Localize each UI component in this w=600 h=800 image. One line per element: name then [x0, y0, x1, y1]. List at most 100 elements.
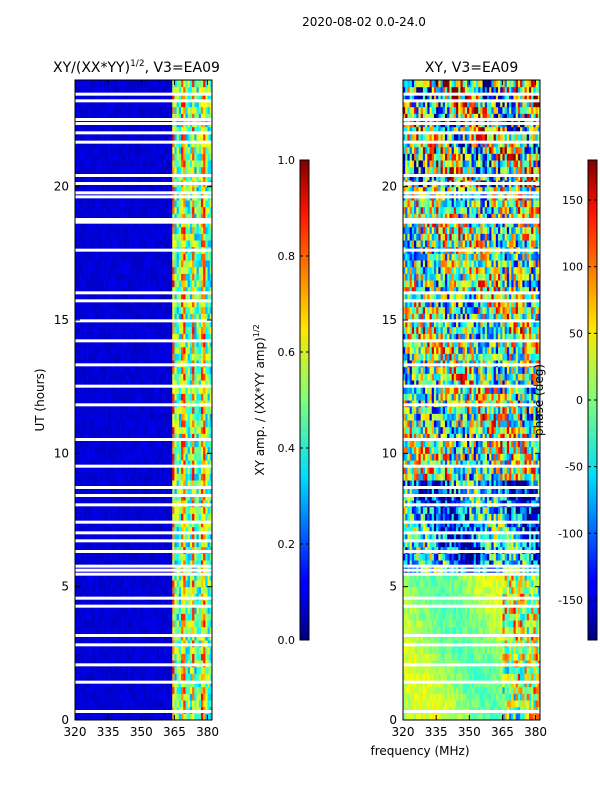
heatmap-cell — [88, 386, 91, 394]
heatmap-cell — [178, 326, 182, 334]
heatmap-cell — [189, 460, 193, 468]
heatmap-cell — [77, 466, 80, 474]
heatmap-cell — [114, 460, 118, 468]
heatmap-cell — [187, 480, 191, 488]
heatmap-cell — [121, 666, 125, 674]
heatmap-cell — [108, 460, 111, 468]
heatmap-cell — [88, 426, 91, 434]
heatmap-cell — [176, 373, 180, 381]
heatmap-cell — [185, 586, 189, 594]
heatmap-cell — [130, 380, 133, 388]
heatmap-cell — [119, 613, 122, 621]
heatmap-cell — [161, 226, 164, 234]
heatmap-cell — [130, 473, 133, 481]
heatmap-cell — [192, 673, 195, 681]
heatmap-cell — [112, 666, 116, 674]
heatmap-cell — [79, 586, 83, 594]
heatmap-cell — [88, 700, 91, 708]
heatmap-cell — [83, 206, 87, 214]
heatmap-cell — [143, 526, 147, 534]
heatmap-cell — [187, 226, 191, 234]
heatmap-cell — [207, 420, 211, 428]
heatmap-cell — [200, 433, 204, 441]
heatmap-cell — [150, 213, 153, 221]
heatmap-cell — [152, 653, 156, 661]
heatmap-cell — [105, 406, 109, 414]
figure-suptitle: 2020-08-02 0.0-24.0 — [302, 15, 426, 29]
heatmap-cell — [105, 506, 109, 514]
heatmap-cell — [158, 686, 162, 694]
heatmap-cell — [116, 653, 120, 661]
heatmap-cell — [125, 386, 129, 394]
heatmap-cell — [79, 420, 83, 428]
heatmap-cell — [152, 486, 156, 494]
heatmap-cell — [198, 266, 202, 274]
heatmap-cell — [165, 226, 169, 234]
heatmap-cell — [187, 306, 191, 314]
heatmap-cell — [207, 373, 211, 381]
heatmap-cell — [183, 700, 186, 708]
heatmap-cell — [183, 213, 186, 221]
heatmap-cell — [125, 266, 129, 274]
heatmap-cell — [205, 713, 209, 720]
heatmap-cell — [143, 693, 147, 701]
heatmap-cell — [143, 340, 147, 348]
heatmap-cell — [136, 540, 140, 548]
heatmap-cell — [167, 293, 171, 301]
heatmap-cell — [181, 526, 184, 534]
heatmap-cell — [209, 446, 212, 454]
heatmap-cell — [163, 646, 167, 654]
heatmap-cell — [125, 260, 129, 268]
heatmap-cell — [130, 513, 133, 521]
heatmap-cell — [130, 433, 133, 441]
heatmap-cell — [114, 560, 118, 568]
heatmap-cell — [161, 686, 164, 694]
heatmap-cell — [165, 206, 169, 214]
heatmap-cell — [125, 440, 129, 448]
heatmap-cell — [167, 486, 171, 494]
heatmap-cell — [128, 513, 131, 521]
heatmap-cell — [207, 313, 211, 321]
heatmap-cell — [130, 253, 133, 261]
heatmap-cell — [185, 453, 189, 461]
heatmap-cell — [198, 280, 202, 288]
heatmap-cell — [136, 626, 140, 634]
heatmap-cell — [158, 573, 162, 581]
heatmap-cell — [132, 233, 136, 241]
heatmap-cell — [125, 420, 129, 428]
heatmap-cell — [83, 240, 87, 248]
heatmap-cell — [86, 673, 89, 681]
heatmap-cell — [92, 213, 96, 221]
heatmap-cell — [105, 380, 109, 388]
heatmap-cell — [132, 600, 136, 608]
heatmap-cell — [86, 440, 89, 448]
heatmap-cell — [203, 420, 206, 428]
heatmap-cell — [92, 393, 96, 401]
heatmap-cell — [176, 406, 180, 414]
heatmap-cell — [90, 213, 94, 221]
heatmap-cell — [200, 646, 204, 654]
heatmap-cell — [147, 480, 151, 488]
heatmap-cell — [185, 460, 189, 468]
heatmap-cell — [198, 646, 202, 654]
heatmap-cell — [75, 693, 78, 701]
heatmap-cell — [154, 426, 158, 434]
heatmap-cell — [152, 453, 156, 461]
heatmap-cell — [181, 600, 184, 608]
heatmap-cell — [88, 413, 91, 421]
heatmap-cell — [152, 313, 156, 321]
heatmap-cell — [174, 386, 178, 394]
heatmap-cell — [114, 346, 118, 354]
heatmap-cell — [121, 333, 125, 341]
heatmap-cell — [119, 366, 122, 374]
heatmap-cell — [77, 433, 80, 441]
heatmap-cell — [83, 446, 87, 454]
heatmap-cell — [187, 426, 191, 434]
heatmap-cell — [163, 226, 167, 234]
heatmap-cell — [167, 286, 171, 294]
heatmap-cell — [200, 226, 204, 234]
heatmap-cell — [172, 186, 175, 194]
heatmap-cell — [170, 313, 173, 321]
heatmap-cell — [101, 626, 105, 634]
heatmap-cell — [141, 233, 144, 241]
